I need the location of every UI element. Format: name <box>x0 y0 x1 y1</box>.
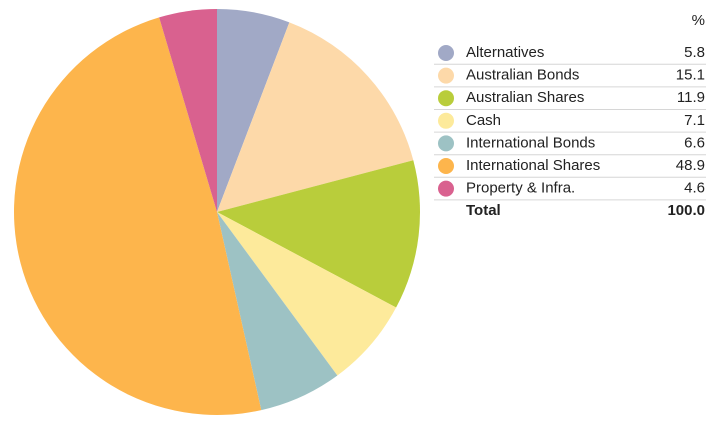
legend-value: 7.1 <box>684 112 705 129</box>
legend-value: 15.1 <box>676 67 705 84</box>
legend-label: Property & Infra. <box>466 180 575 197</box>
legend-label: Australian Shares <box>466 89 584 106</box>
legend-marker <box>438 135 454 152</box>
pie-slice <box>217 212 397 376</box>
legend-label: Australian Bonds <box>466 67 579 84</box>
legend-label: International Shares <box>466 157 600 174</box>
legend-value: 11.9 <box>677 89 705 106</box>
legend-value: 5.8 <box>684 44 705 61</box>
pie-slice <box>13 17 262 416</box>
pie-slice <box>159 9 217 212</box>
legend-label: Alternatives <box>466 44 544 61</box>
total-label: Total <box>466 202 501 219</box>
legend-label: International Bonds <box>466 134 595 151</box>
legend-marker <box>438 112 454 129</box>
legend-value: 4.6 <box>684 180 705 197</box>
legend-value: 6.6 <box>684 134 705 151</box>
legend-value: 48.9 <box>676 157 705 174</box>
legend-marker <box>438 67 454 84</box>
legend-marker <box>438 180 454 197</box>
legend-label: Cash <box>466 112 501 129</box>
legend-marker <box>438 90 454 107</box>
legend-marker <box>438 45 454 61</box>
pie-slice <box>217 160 420 308</box>
total-value: 100.0 <box>667 202 705 219</box>
pie-slice <box>217 9 290 212</box>
legend-marker <box>438 158 454 174</box>
pie-slice <box>217 212 338 411</box>
value-header: % <box>692 12 705 29</box>
pie-slice <box>217 22 414 213</box>
